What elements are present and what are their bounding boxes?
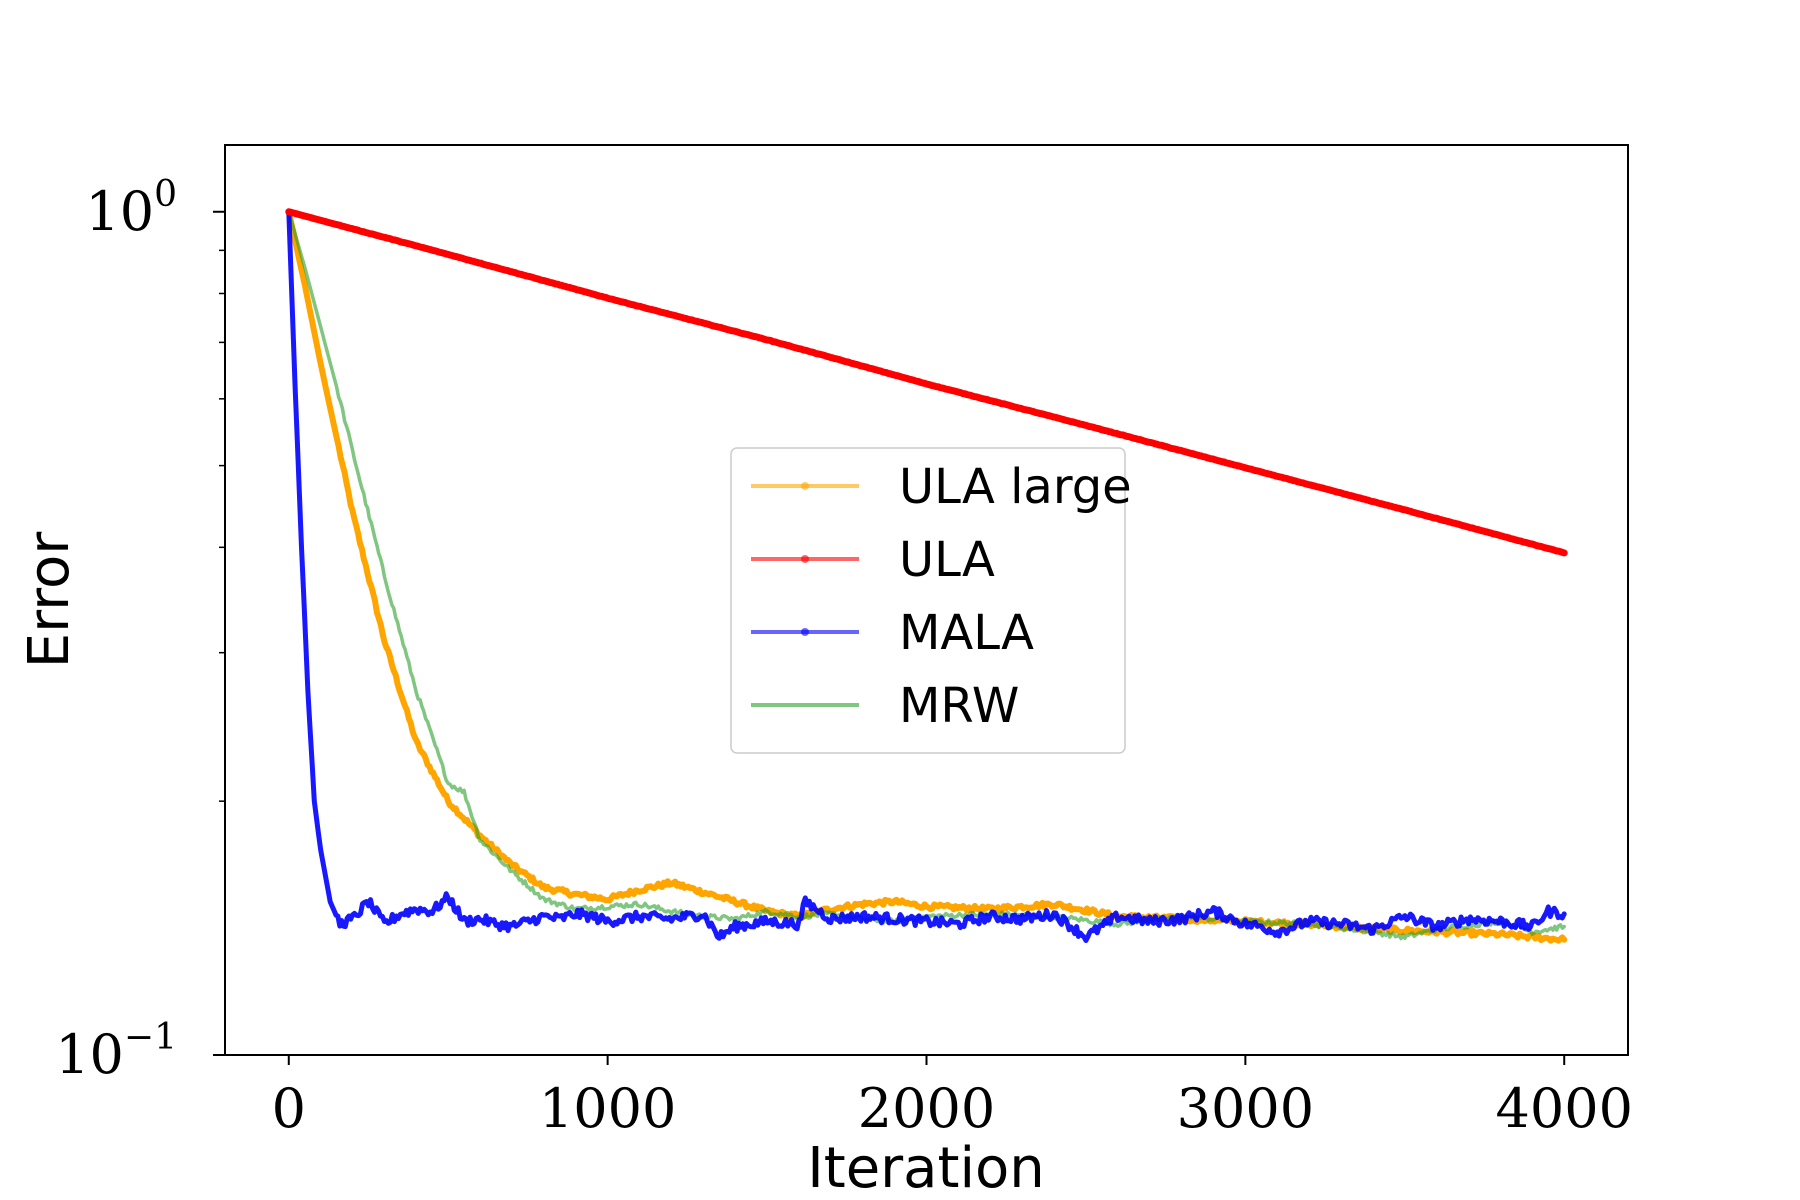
x-tick-label: 1000 [539, 1077, 676, 1140]
series-line-mala [286, 209, 1567, 943]
x-axis-ticks: 0 1000 2000 3000 4000 [272, 1055, 1633, 1140]
x-tick-label: 4000 [1496, 1077, 1633, 1140]
y-tick-label: 100 [85, 174, 177, 243]
y-tick-label: 10−1 [55, 1017, 177, 1086]
legend-marker-mala [801, 628, 809, 636]
legend: ULA large ULA MALA MRW [730, 447, 1132, 754]
legend-label-ula: ULA [899, 532, 995, 588]
legend-marker-ula [801, 555, 809, 563]
series-layer [285, 208, 1568, 944]
legend-box [730, 447, 1126, 754]
series-line-ula [285, 208, 1568, 557]
x-tick-label: 0 [272, 1077, 306, 1140]
legend-marker-ula-large [801, 482, 809, 490]
x-axis-label: Iteration [807, 1136, 1045, 1200]
legend-label-ula-large: ULA large [899, 459, 1132, 515]
legend-label-mrw: MRW [899, 678, 1019, 734]
legend-label-mala: MALA [899, 605, 1034, 661]
y-axis-label: Error [17, 531, 82, 668]
y-axis-ticks: 100 10−1 [55, 174, 225, 1086]
x-tick-label: 2000 [858, 1077, 995, 1140]
x-tick-label: 3000 [1177, 1077, 1314, 1140]
